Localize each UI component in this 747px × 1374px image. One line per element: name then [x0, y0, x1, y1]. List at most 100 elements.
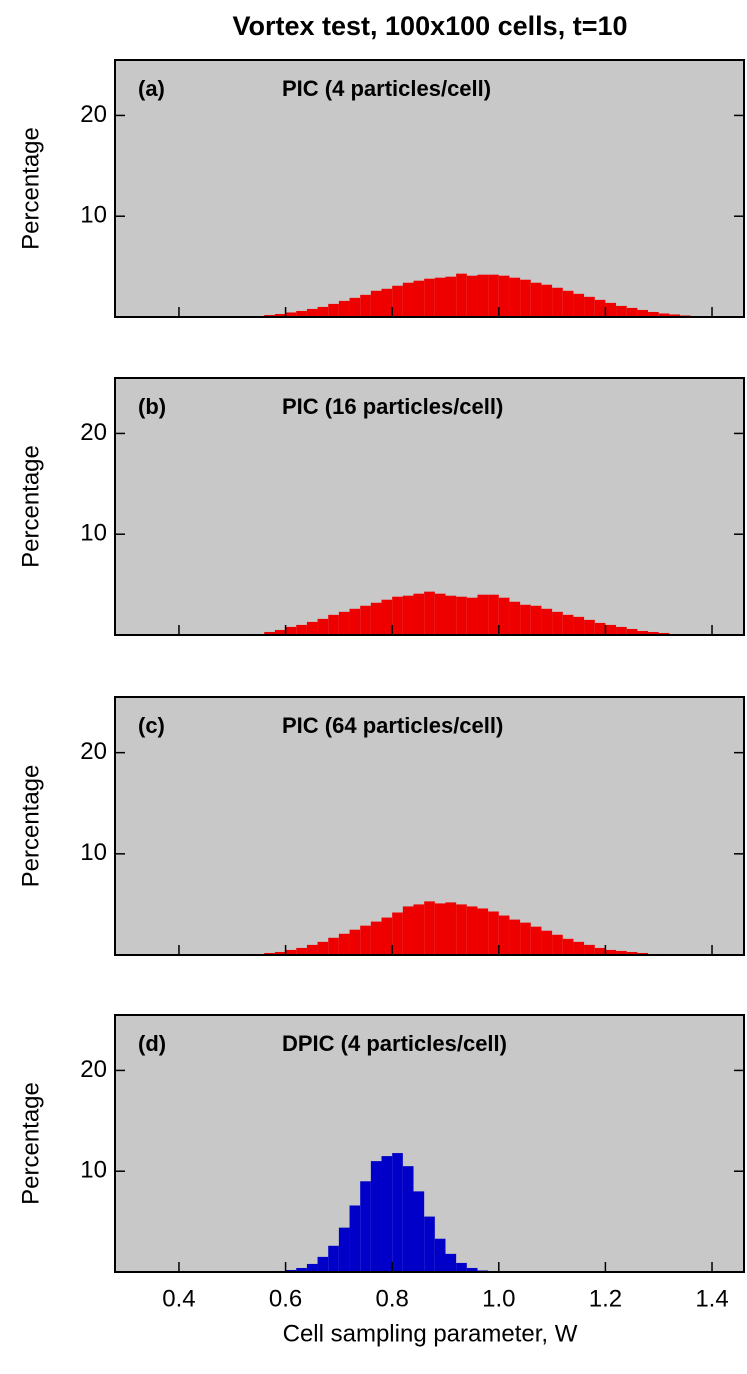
- y-tick-label: 20: [80, 101, 107, 128]
- histogram-bar: [626, 628, 638, 635]
- histogram-bar: [285, 312, 297, 317]
- histogram-bar: [626, 951, 638, 955]
- histogram-bar: [434, 1238, 446, 1272]
- histogram-bar: [402, 595, 414, 635]
- histogram-bar: [573, 293, 585, 317]
- histogram-bar: [552, 934, 563, 955]
- y-axis-label: Percentage: [17, 445, 44, 568]
- histogram-bar: [520, 279, 531, 317]
- y-tick-label: 10: [80, 202, 107, 229]
- y-tick-label: 10: [80, 520, 107, 547]
- histogram-bar: [306, 944, 318, 955]
- plot-frame: [114, 377, 745, 636]
- histogram-bar: [584, 619, 595, 635]
- histogram-bar: [317, 1256, 329, 1272]
- y-tick-label: 10: [80, 839, 107, 866]
- histogram-bar: [488, 274, 499, 317]
- histogram-bar: [456, 1262, 467, 1272]
- histogram-bar: [392, 1153, 403, 1272]
- histogram-bar: [434, 277, 446, 317]
- histogram-bar: [328, 1245, 339, 1272]
- histogram-bar: [264, 631, 275, 635]
- histogram-bar: [264, 952, 275, 955]
- histogram-bar: [509, 919, 521, 955]
- histogram-bar: [296, 947, 307, 955]
- histogram-bar: [296, 310, 307, 317]
- histogram-bar: [584, 944, 595, 955]
- histogram-bar: [434, 903, 446, 955]
- histogram-bar: [285, 949, 297, 955]
- histogram-bar: [445, 595, 457, 635]
- histogram-bar: [392, 285, 403, 317]
- histogram-bar: [370, 290, 382, 317]
- histogram-bar: [445, 276, 457, 317]
- histogram-bar: [381, 599, 393, 635]
- histogram-bar: [530, 605, 542, 635]
- histogram-bar: [413, 593, 425, 635]
- histogram-bar: [296, 624, 307, 635]
- y-tick-label: 20: [80, 738, 107, 765]
- histogram-bar: [466, 1267, 478, 1272]
- x-tick-label: 1.4: [695, 1285, 728, 1312]
- histogram-bar: [434, 593, 446, 635]
- histogram-bar: [466, 906, 478, 955]
- histogram-bar: [424, 278, 435, 317]
- histogram-bar: [274, 313, 286, 317]
- plot-frame: [114, 59, 745, 318]
- x-axis-label: Cell sampling parameter, W: [283, 1320, 578, 1347]
- panel-title: PIC (64 particles/cell): [282, 713, 503, 738]
- histogram-bar: [445, 902, 457, 955]
- x-tick-label: 0.6: [269, 1285, 302, 1312]
- y-tick-label: 20: [80, 1056, 107, 1083]
- histogram-bar: [370, 1161, 382, 1272]
- histogram-bar: [296, 1267, 307, 1272]
- panel-label: (c): [138, 713, 165, 738]
- histogram-bar: [637, 630, 649, 635]
- histogram-bar: [541, 284, 553, 317]
- histogram-bar: [274, 629, 286, 635]
- x-tick-label: 0.4: [162, 1285, 195, 1312]
- histogram-bar: [477, 594, 489, 635]
- histogram-bar: [594, 299, 606, 317]
- panel-label: (a): [138, 76, 165, 101]
- histogram-bar: [381, 917, 393, 955]
- histogram-bar: [466, 597, 478, 635]
- histogram-bar: [594, 947, 606, 955]
- histogram-bar: [392, 596, 403, 635]
- panel-label: (d): [138, 1031, 166, 1056]
- histogram-bar: [381, 288, 393, 317]
- histogram-bar: [552, 611, 563, 635]
- histogram-bar: [616, 950, 627, 955]
- histogram-bar: [317, 306, 329, 317]
- panel-label: (b): [138, 394, 166, 419]
- histogram-bar: [488, 594, 499, 635]
- histogram-bar: [562, 938, 574, 955]
- histogram-bar: [445, 1253, 457, 1272]
- histogram-bar: [285, 626, 297, 635]
- histogram-bar: [424, 591, 435, 635]
- histogram-bar: [285, 1269, 297, 1272]
- histogram-bar: [520, 922, 531, 955]
- y-tick-label: 10: [80, 1157, 107, 1184]
- histogram-bar: [413, 1191, 425, 1272]
- histogram-bar: [530, 926, 542, 955]
- figure-title: Vortex test, 100x100 cells, t=10: [232, 11, 627, 41]
- panel-title: PIC (16 particles/cell): [282, 394, 503, 419]
- histogram-bar: [648, 631, 659, 635]
- histogram-bar: [562, 614, 574, 635]
- histogram-bar: [530, 282, 542, 317]
- y-axis-label: Percentage: [17, 765, 44, 888]
- histogram-bar: [605, 949, 617, 955]
- histogram-bar: [637, 309, 649, 317]
- y-tick-label: 20: [80, 419, 107, 446]
- histogram-bar: [424, 1216, 435, 1272]
- histogram-bar: [562, 290, 574, 317]
- histogram-bar: [338, 1227, 350, 1272]
- histogram-bar: [349, 929, 361, 955]
- histogram-bar: [413, 904, 425, 955]
- histogram-bar: [616, 305, 627, 317]
- histogram-bar: [456, 596, 467, 635]
- histogram-bar: [392, 912, 403, 955]
- histogram-bar: [520, 604, 531, 635]
